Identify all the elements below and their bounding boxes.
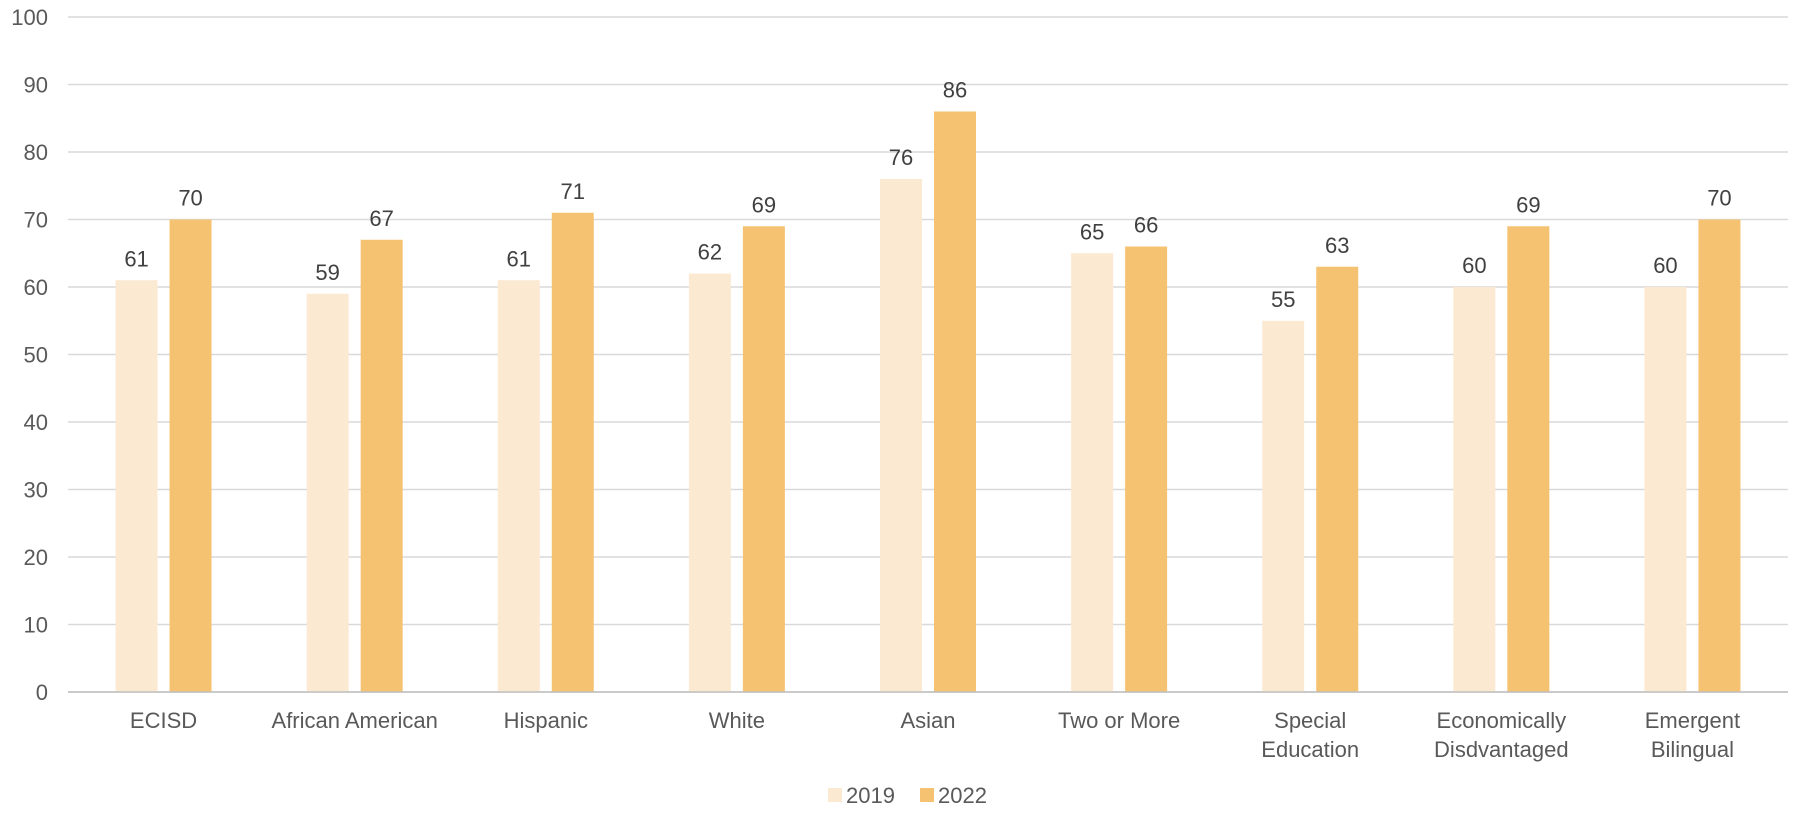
data-label-2019: 60	[1653, 253, 1677, 278]
bar-2019-2	[497, 280, 540, 692]
bar-2019-1	[306, 293, 349, 692]
y-tick-label: 40	[24, 410, 48, 435]
x-tick-label: Emergent Bilingual	[1645, 708, 1740, 762]
y-tick-label: 60	[24, 275, 48, 300]
data-label-2019: 55	[1271, 287, 1295, 312]
bar-2022-3	[742, 226, 785, 692]
x-tick-label-line: Two or More	[1058, 708, 1180, 733]
bar-2019-4	[880, 179, 922, 692]
bar-2022-0	[169, 219, 212, 692]
data-label-2019: 65	[1080, 219, 1104, 244]
y-tick-label: 30	[24, 478, 48, 503]
bar-2019-8	[1644, 287, 1687, 692]
y-axis: 0 10 20 30 40 50 60 70 80 90 100	[11, 5, 48, 705]
data-label-2022: 67	[369, 206, 393, 231]
x-tick-label: Hispanic	[504, 708, 588, 733]
gridlines	[68, 16, 1788, 693]
x-tick-label-line: Asian	[900, 708, 955, 733]
data-label-2019: 62	[698, 240, 722, 265]
data-label-2019: 76	[889, 145, 913, 170]
data-label-2022: 86	[943, 78, 967, 103]
y-tick-label: 10	[24, 613, 48, 638]
legend-label-2019: 2019	[846, 783, 895, 808]
x-tick-label-line: African American	[272, 708, 438, 733]
bar-2022-6	[1316, 266, 1359, 692]
y-tick-label: 90	[24, 73, 48, 98]
data-label-2022: 69	[752, 192, 776, 217]
data-label-2019: 61	[124, 246, 148, 271]
x-tick-label-line: Emergent	[1645, 708, 1740, 733]
bars	[115, 111, 1741, 692]
bar-2022-1	[360, 239, 403, 692]
x-tick-label: Asian	[900, 708, 955, 733]
legend-swatch-2022	[920, 788, 934, 802]
x-axis: ECISD African American Hispanic White Asian T…	[130, 708, 1740, 762]
x-tick-label-line: Hispanic	[504, 708, 588, 733]
bar-2022-4	[934, 111, 976, 692]
legend-swatch-2019	[828, 788, 842, 802]
data-label-2022: 71	[561, 179, 585, 204]
y-tick-label: 70	[24, 208, 48, 233]
y-tick-label: 20	[24, 545, 48, 570]
bar-2019-5	[1071, 253, 1114, 692]
x-tick-label-line: Economically	[1437, 708, 1567, 733]
x-tick-label-line: White	[709, 708, 765, 733]
x-tick-label-line: Bilingual	[1651, 737, 1734, 762]
data-labels: 61 70 59 67 61 71 62 69 76 86 65 66 55 63 60 69 60 70	[124, 78, 1731, 312]
y-tick-label: 100	[11, 5, 48, 30]
data-label-2022: 70	[1707, 186, 1731, 211]
data-label-2022: 63	[1325, 233, 1349, 258]
y-tick-label: 0	[36, 680, 48, 705]
bar-2019-3	[688, 273, 731, 692]
y-tick-label: 80	[24, 140, 48, 165]
data-label-2022: 69	[1516, 192, 1540, 217]
x-tick-label: ECISD	[130, 708, 197, 733]
data-label-2019: 59	[315, 260, 339, 285]
bar-2022-2	[551, 212, 594, 692]
x-tick-label: White	[709, 708, 765, 733]
y-tick-label: 50	[24, 343, 48, 368]
x-tick-label: Economically Disdvantaged	[1434, 708, 1569, 762]
bar-2022-8	[1698, 219, 1741, 692]
data-label-2019: 61	[507, 246, 531, 271]
x-tick-label-line: Education	[1261, 737, 1359, 762]
x-tick-label-line: Special	[1274, 708, 1346, 733]
x-tick-label: Two or More	[1058, 708, 1180, 733]
bar-2019-7	[1453, 287, 1496, 692]
legend-label-2022: 2022	[938, 783, 987, 808]
x-tick-label-line: ECISD	[130, 708, 197, 733]
bar-2022-5	[1125, 246, 1168, 692]
x-tick-label: African American	[272, 708, 438, 733]
data-label-2022: 66	[1134, 213, 1158, 238]
bar-2019-6	[1262, 320, 1305, 692]
data-label-2019: 60	[1462, 253, 1486, 278]
bar-2019-0	[115, 280, 158, 692]
x-tick-label-line: Disdvantaged	[1434, 737, 1569, 762]
legend: 2019 2022	[828, 783, 987, 808]
data-label-2022: 70	[178, 186, 202, 211]
x-tick-label: Special Education	[1261, 708, 1359, 762]
bar-2022-7	[1507, 226, 1550, 692]
